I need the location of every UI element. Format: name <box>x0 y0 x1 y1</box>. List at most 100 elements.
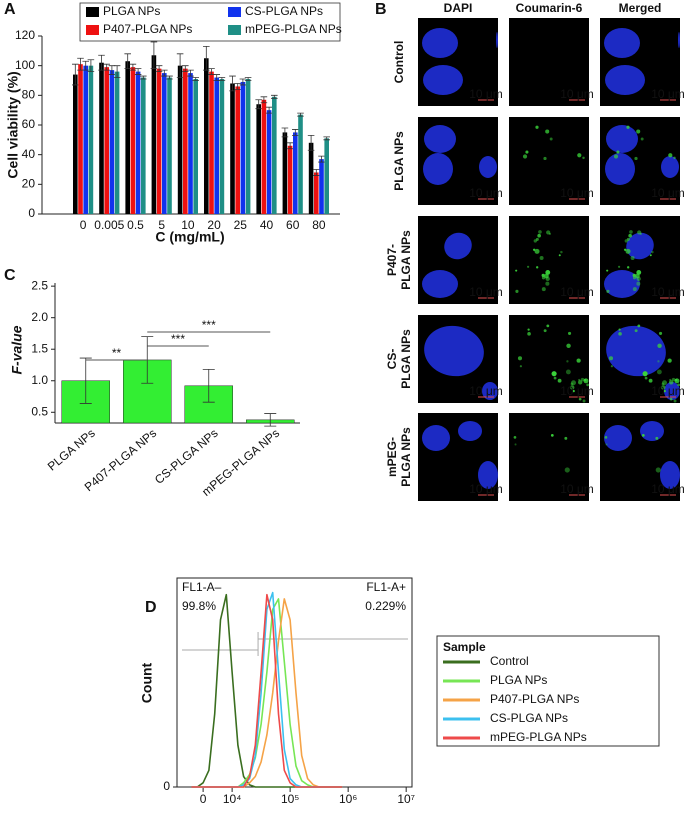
nanoparticle-signal <box>626 237 630 241</box>
legend-label: PLGA NPs <box>490 673 547 687</box>
nanoparticle-signal <box>583 378 587 382</box>
micrograph: 10 μm <box>600 315 685 403</box>
error-bar <box>244 77 252 81</box>
y-tick-label: 2.0 <box>31 310 48 324</box>
error-bar <box>134 68 142 75</box>
nanoparticle-signal <box>553 376 557 380</box>
nucleus <box>604 28 640 58</box>
nanoparticle-signal <box>668 153 673 158</box>
nanoparticle-signal <box>522 154 528 159</box>
legend-label: Control <box>490 654 529 668</box>
error-bar <box>297 112 304 117</box>
nanoparticle-signal <box>578 378 581 381</box>
error-bar <box>129 63 137 71</box>
error-bar <box>323 136 330 141</box>
bar <box>214 77 219 215</box>
nanoparticle-signal <box>578 397 582 401</box>
nucleus <box>664 382 680 400</box>
x-tick-label: 0 <box>80 218 87 232</box>
nanoparticle-signal <box>564 436 568 440</box>
scale-bar-label: 10 μm <box>560 482 594 496</box>
bar <box>245 79 251 215</box>
row-label: P407- <box>385 244 399 276</box>
scale-bar-label: 10 μm <box>560 186 594 200</box>
error-bar <box>103 63 110 71</box>
nanoparticle-signal <box>627 266 630 269</box>
nanoparticle-signal <box>527 265 530 268</box>
gate-name: FL1-A– <box>182 580 222 594</box>
nanoparticle-signal <box>541 287 546 292</box>
x-tick-label: 10 <box>181 218 195 232</box>
bar <box>230 83 235 214</box>
nanoparticle-signal <box>515 289 519 293</box>
nucleus <box>424 325 484 377</box>
error-bar <box>182 65 189 72</box>
significance-label: *** <box>171 332 185 346</box>
nanoparticle-signal <box>629 230 633 234</box>
error-bar <box>281 127 289 138</box>
nanoparticle-signal <box>658 331 663 335</box>
nanoparticle-signal <box>616 150 620 154</box>
nanoparticle-signal <box>669 378 672 381</box>
error-bar <box>72 63 79 86</box>
nanoparticle-signal <box>564 467 570 473</box>
nanoparticle-signal <box>618 265 621 268</box>
nanoparticle-signal <box>671 377 676 382</box>
bar <box>240 81 246 214</box>
nucleus <box>606 125 638 153</box>
scale-bar-label: 10 μm <box>651 482 685 496</box>
legend-label: P407-PLGA NPs <box>103 22 192 36</box>
error-bar <box>124 53 131 70</box>
bar <box>78 64 83 214</box>
micrograph: 10 μm <box>509 315 594 403</box>
x-tick-label: 20 <box>207 218 221 232</box>
legend-label: mPEG-PLGA NPs <box>245 22 342 36</box>
bar <box>209 71 214 214</box>
scale-bar-label: 10 μm <box>651 384 685 398</box>
nanoparticle-signal <box>661 382 665 386</box>
nucleus <box>424 125 456 153</box>
row-label: PLGA NPs <box>392 131 406 191</box>
significance-label: *** <box>202 318 216 332</box>
nanoparticle-signal <box>636 276 641 281</box>
nucleus <box>444 232 472 260</box>
x-tick-label: 0.005 <box>94 218 124 232</box>
nanoparticle-signal <box>567 331 572 335</box>
nanoparticle-signal <box>538 230 542 234</box>
scale-bar-label: 10 μm <box>469 285 503 299</box>
scale-bar-label: 10 μm <box>469 384 503 398</box>
nanoparticle-signal <box>628 233 632 238</box>
nanoparticle-signal <box>576 358 581 363</box>
error-bar <box>313 169 320 176</box>
nanoparticle-signal <box>543 329 547 333</box>
row-label: PLGA NPs <box>399 427 413 487</box>
error-bar <box>234 83 241 90</box>
micrograph: 10 μm <box>509 18 594 106</box>
nucleus <box>626 232 654 260</box>
bar <box>73 74 78 214</box>
nanoparticle-signal <box>636 270 642 275</box>
nanoparticle-signal <box>515 269 518 272</box>
nanoparticle-signal <box>606 289 610 293</box>
nanoparticle-signal <box>625 248 631 254</box>
bar <box>99 62 104 215</box>
nanoparticle-signal <box>545 281 550 286</box>
histogram-line <box>191 593 343 788</box>
nanoparticle-signal <box>634 329 638 333</box>
nucleus <box>423 153 453 185</box>
panel-label: D <box>145 599 157 616</box>
column-header: DAPI <box>444 1 473 15</box>
error-bar <box>203 45 210 71</box>
nanoparticle-signal <box>565 369 571 375</box>
scale-bar-label: 10 μm <box>469 482 503 496</box>
nucleus <box>678 32 680 48</box>
gate-percent: 99.8% <box>182 599 216 613</box>
micrograph: 10 μm <box>418 18 503 106</box>
nanoparticle-signal <box>604 436 608 439</box>
bar <box>130 67 136 215</box>
error-bar <box>318 155 325 163</box>
row-label: PLGA NPs <box>399 329 413 389</box>
nucleus <box>661 156 679 178</box>
panel-label: A <box>4 1 16 18</box>
